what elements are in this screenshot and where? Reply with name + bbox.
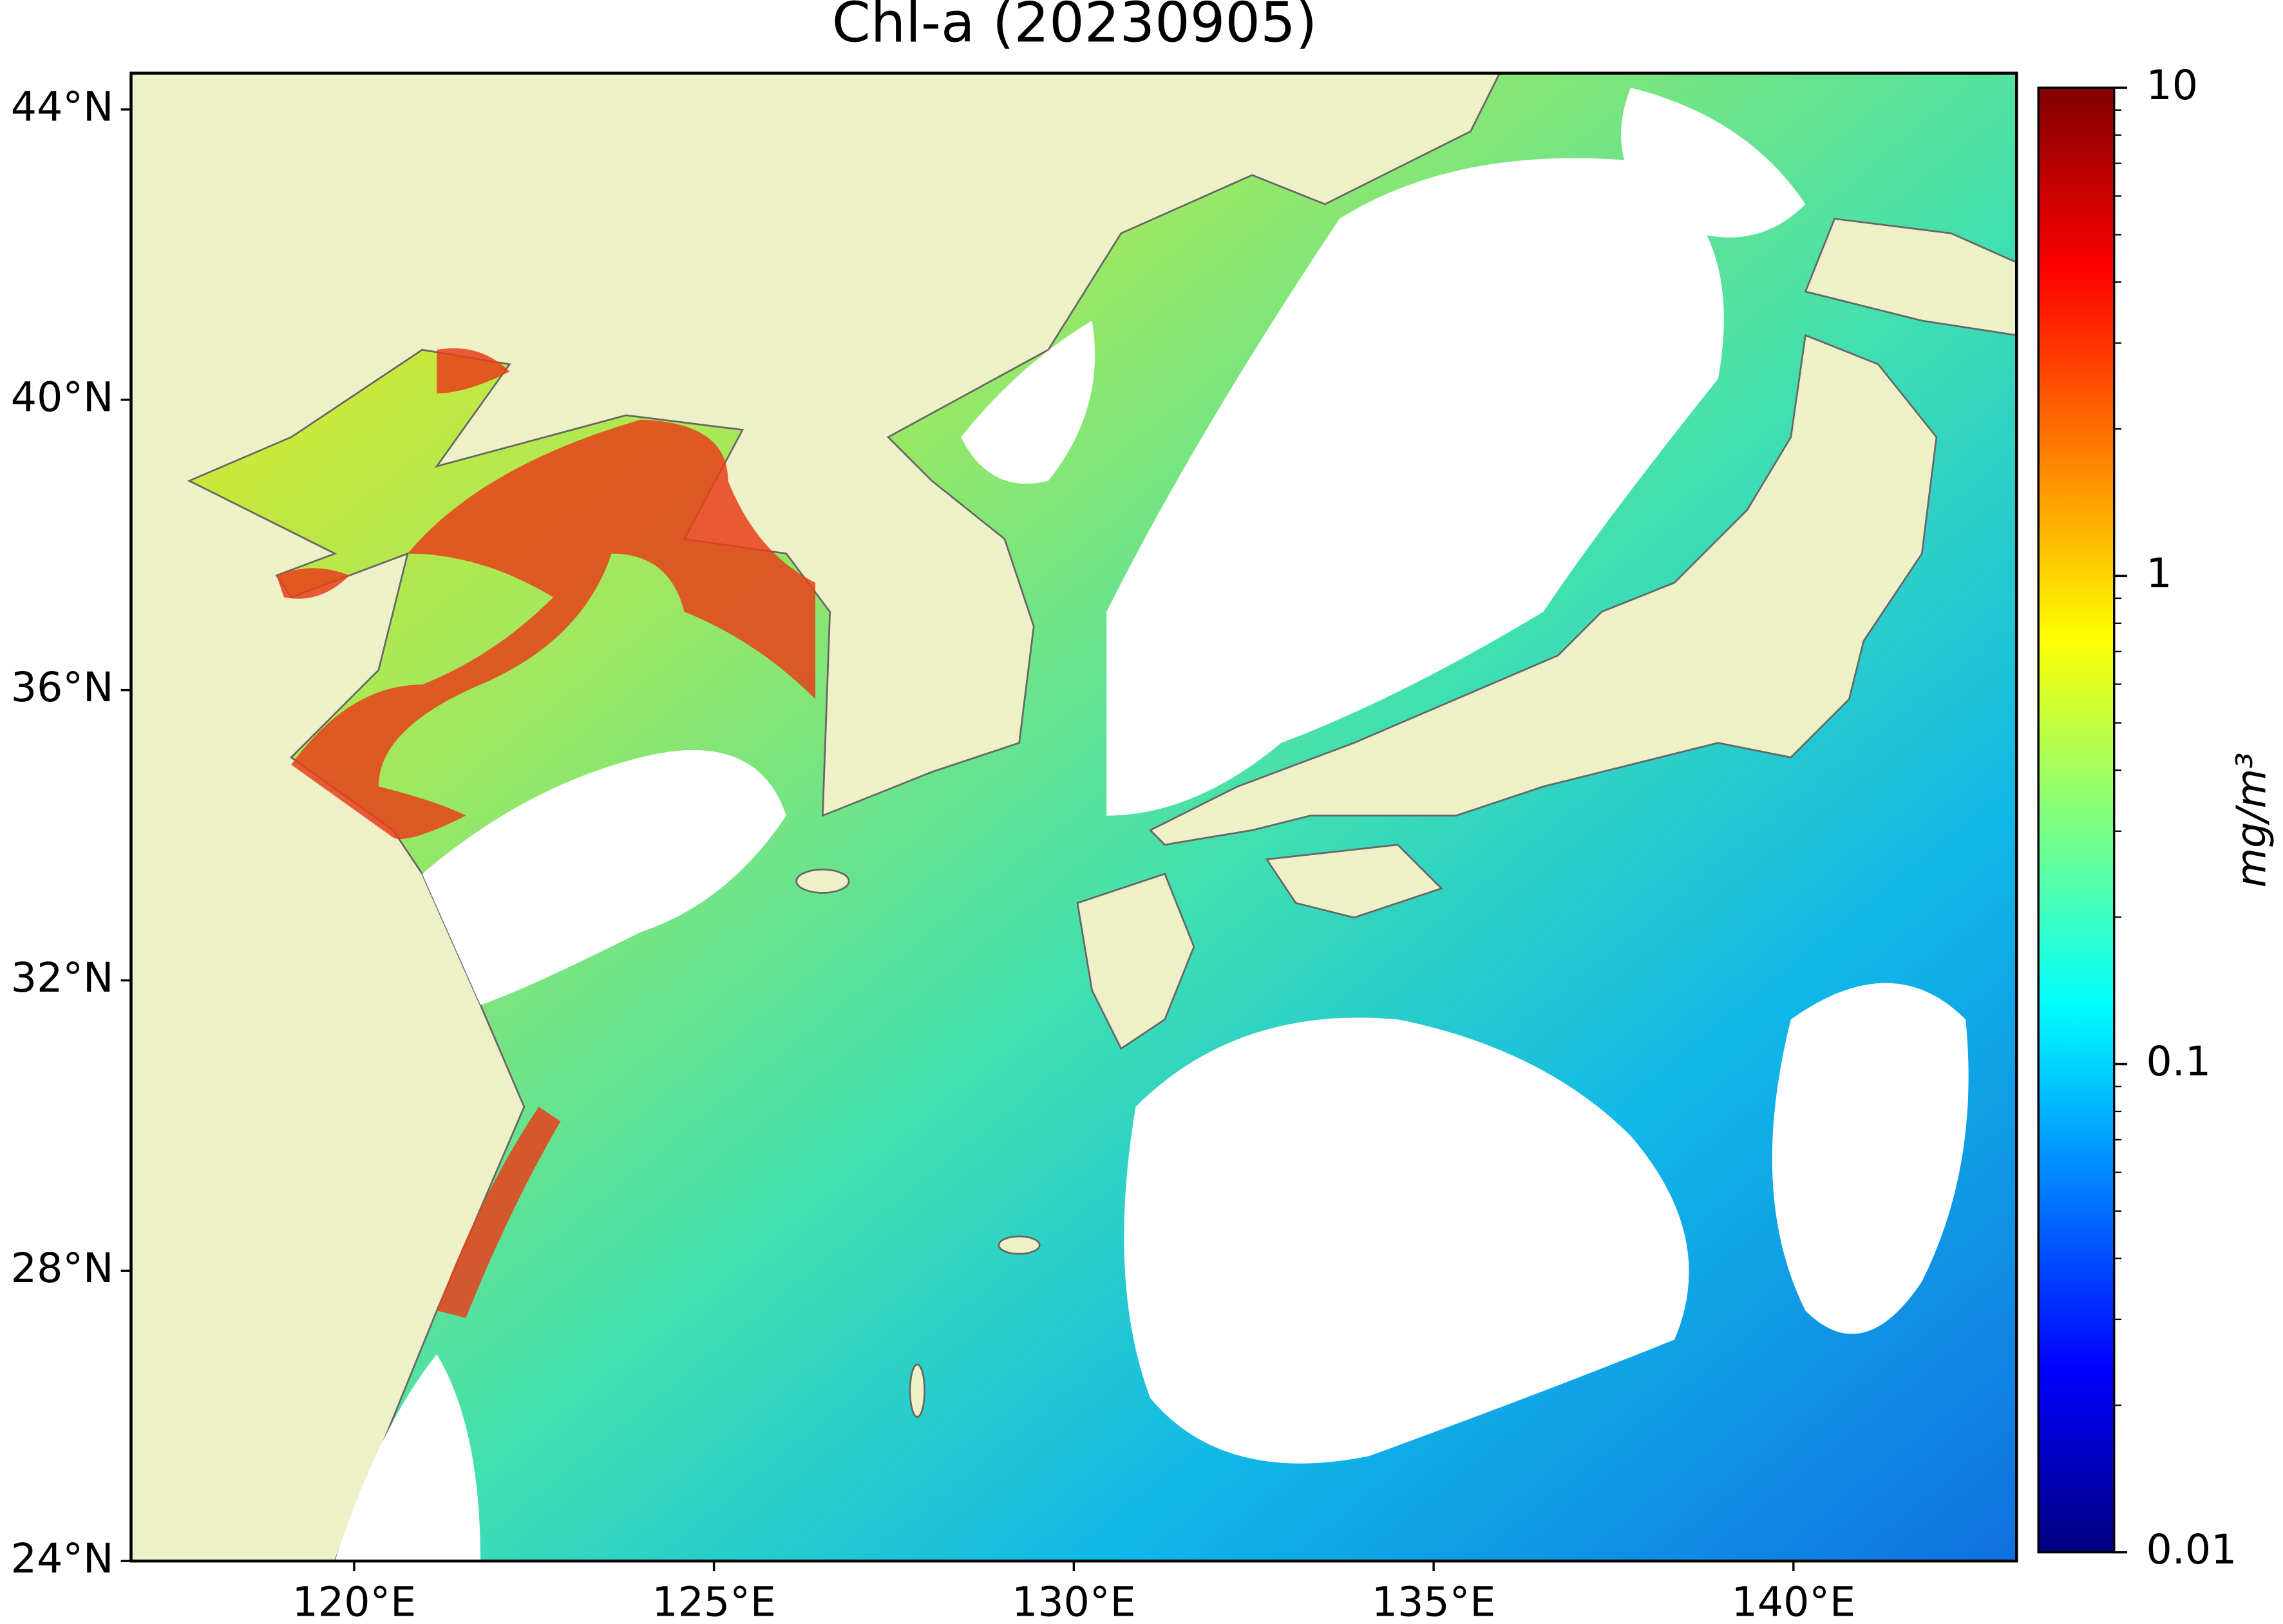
colorbar-label: mg/m³ <box>2227 752 2275 887</box>
colorbar-tick-label: 0.01 <box>2146 1525 2237 1573</box>
y-tick-label: 28°N <box>11 1244 114 1292</box>
y-tick-label: 36°N <box>11 663 114 711</box>
x-tick-label: 130°E <box>1012 1578 1135 1624</box>
y-tick-label: 24°N <box>11 1534 114 1582</box>
y-tick-label: 40°N <box>11 373 114 420</box>
japan-islands <box>795 218 2017 1418</box>
colorbar-tick-label: 1 <box>2146 549 2172 597</box>
colorbar-tick-label: 0.1 <box>2146 1037 2211 1085</box>
x-tick-label: 140°E <box>1732 1578 1855 1624</box>
map-area <box>131 73 2017 1562</box>
cloud <box>334 88 1969 1562</box>
high-chl-coast <box>276 348 816 1318</box>
y-tick-label: 32°N <box>11 954 114 1001</box>
colorbar-tick-label: 10 <box>2146 61 2198 109</box>
x-tick-label: 120°E <box>292 1578 416 1624</box>
colorbar <box>2037 86 2116 1554</box>
map-title: Chl-a (20230905) <box>832 0 1318 55</box>
y-tick-label: 44°N <box>11 83 114 131</box>
x-tick-label: 125°E <box>652 1578 775 1624</box>
x-tick-label: 135°E <box>1372 1578 1495 1624</box>
